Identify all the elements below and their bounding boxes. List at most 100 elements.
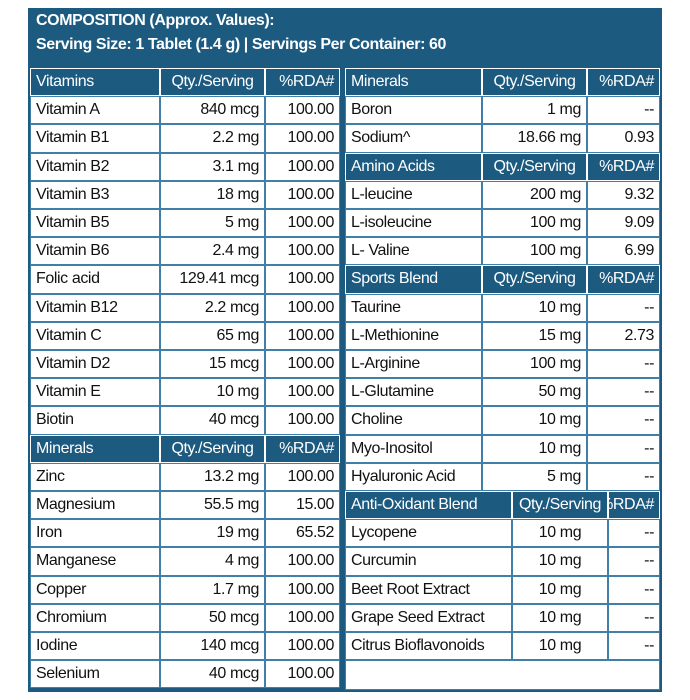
item-name: Hyaluronic Acid [345, 462, 482, 491]
quantity: 100 mg [482, 209, 587, 238]
quantity: 18.66 mg [482, 124, 587, 153]
quantity: 3.1 mg [160, 152, 265, 181]
section-header: Sports Blend [345, 265, 482, 294]
item-name: Chromium [30, 603, 160, 632]
item-name: Vitamin A [30, 96, 160, 125]
rda: 100.00 [265, 575, 340, 604]
rda: 100.00 [265, 96, 340, 125]
quantity: 10 mg [482, 406, 587, 435]
item-name: Vitamin B6 [30, 237, 160, 266]
section-header: %RDA# [587, 68, 660, 97]
item-name: Vitamin B5 [30, 209, 160, 238]
item-name: L-isoleucine [345, 209, 482, 238]
rda: 6.99 [587, 237, 660, 266]
section-header: Amino Acids [345, 152, 482, 181]
rda: 100.00 [265, 265, 340, 294]
quantity: 140 mcg [160, 632, 265, 661]
item-name: Vitamin C [30, 321, 160, 350]
item-name: Zinc [30, 462, 160, 491]
quantity: 15 mg [482, 321, 587, 350]
empty-cell [345, 660, 660, 690]
rda: -- [587, 293, 660, 322]
quantity: 10 mg [512, 519, 608, 548]
item-name: Lycopene [345, 519, 512, 548]
subtitle: Serving Size: 1 Tablet (1.4 g) | Serving… [36, 36, 447, 53]
item-name: Biotin [30, 406, 160, 435]
item-name: L-leucine [345, 180, 482, 209]
rda: 100.00 [265, 378, 340, 407]
quantity: 15 mcg [160, 350, 265, 379]
quantity: 2.2 mcg [160, 293, 265, 322]
item-name: Copper [30, 575, 160, 604]
item-name: Vitamin B12 [30, 293, 160, 322]
section-header: %RDA# [608, 491, 660, 520]
rda: -- [587, 406, 660, 435]
section-header: Qty./Serving [160, 434, 265, 463]
rda: 9.09 [587, 209, 660, 238]
rda: 100.00 [265, 462, 340, 491]
section-header: Vitamins [30, 68, 160, 97]
rda: 100.00 [265, 237, 340, 266]
quantity: 55.5 mg [160, 491, 265, 520]
rda: -- [587, 378, 660, 407]
item-name: Iron [30, 519, 160, 548]
item-name: Grape Seed Extract [345, 603, 512, 632]
quantity: 200 mg [482, 180, 587, 209]
rda: 100.00 [265, 603, 340, 632]
title: COMPOSITION (Approx. Values): [36, 12, 275, 29]
quantity: 40 mcg [160, 660, 265, 689]
rda: 100.00 [265, 406, 340, 435]
section-header: Qty./Serving [512, 491, 608, 520]
quantity: 18 mg [160, 180, 265, 209]
quantity: 65 mg [160, 321, 265, 350]
item-name: Magnesium [30, 491, 160, 520]
item-name: Vitamin B2 [30, 152, 160, 181]
quantity: 5 mg [160, 209, 265, 238]
rda: 100.00 [265, 152, 340, 181]
rda: 2.73 [587, 321, 660, 350]
rda: -- [587, 350, 660, 379]
quantity: 10 mg [512, 632, 608, 661]
quantity: 10 mg [482, 434, 587, 463]
quantity: 2.4 mg [160, 237, 265, 266]
item-name: L- Valine [345, 237, 482, 266]
quantity: 100 mg [482, 237, 587, 266]
item-name: Myo-Inositol [345, 434, 482, 463]
section-header: %RDA# [587, 152, 660, 181]
item-name: Vitamin D2 [30, 350, 160, 379]
quantity: 2.2 mg [160, 124, 265, 153]
section-header: Qty./Serving [160, 68, 265, 97]
item-name: Citrus Bioflavonoids [345, 632, 512, 661]
section-header: %RDA# [265, 434, 340, 463]
quantity: 1.7 mg [160, 575, 265, 604]
item-name: Vitamin B1 [30, 124, 160, 153]
rda: 100.00 [265, 180, 340, 209]
quantity: 50 mg [482, 378, 587, 407]
quantity: 100 mg [482, 350, 587, 379]
item-name: L-Arginine [345, 350, 482, 379]
rda: -- [587, 434, 660, 463]
quantity: 10 mg [512, 603, 608, 632]
rda: -- [608, 547, 660, 576]
section-header: Minerals [30, 434, 160, 463]
quantity: 5 mg [482, 462, 587, 491]
item-name: L-Glutamine [345, 378, 482, 407]
rda: -- [608, 575, 660, 604]
item-name: Sodium^ [345, 124, 482, 153]
section-header: Qty./Serving [482, 68, 587, 97]
quantity: 50 mcg [160, 603, 265, 632]
section-header: Anti-Oxidant Blend [345, 491, 512, 520]
item-name: Manganese [30, 547, 160, 576]
quantity: 10 mg [482, 293, 587, 322]
rda: 15.00 [265, 491, 340, 520]
section-header: %RDA# [587, 265, 660, 294]
quantity: 129.41 mcg [160, 265, 265, 294]
section-header: Qty./Serving [482, 265, 587, 294]
section-header: Qty./Serving [482, 152, 587, 181]
quantity: 19 mg [160, 519, 265, 548]
rda: 100.00 [265, 632, 340, 661]
rda: 100.00 [265, 350, 340, 379]
rda: 100.00 [265, 124, 340, 153]
rda: -- [608, 603, 660, 632]
